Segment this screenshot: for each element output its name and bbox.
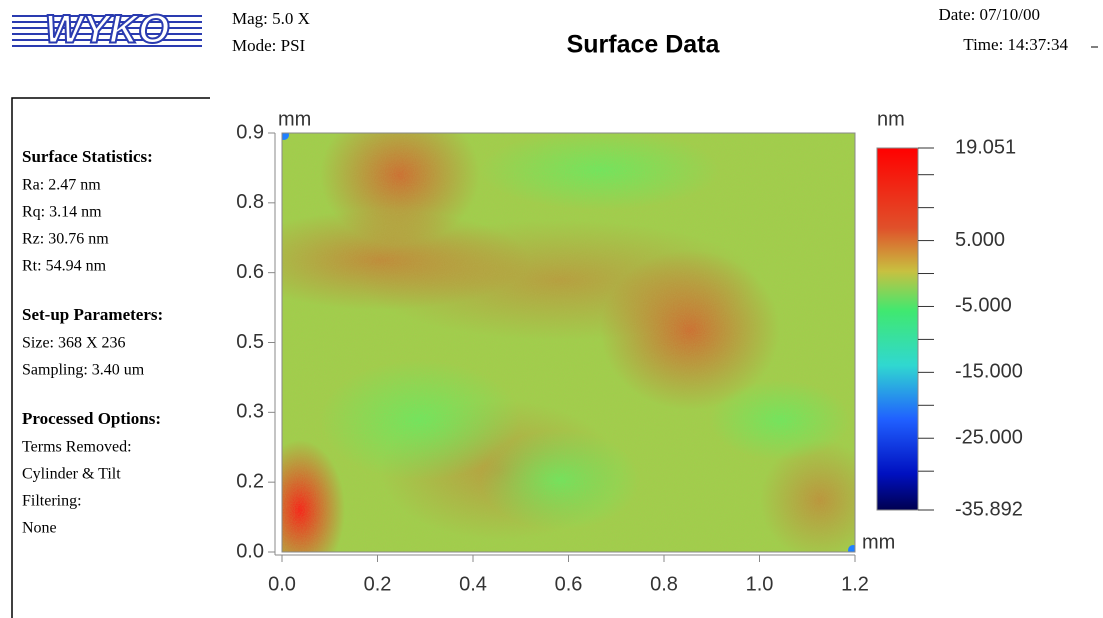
stat-line: Rt: 54.94 nm bbox=[22, 258, 107, 275]
y-tick-label: 0.5 bbox=[236, 331, 264, 353]
y-tick-label: 0.6 bbox=[236, 261, 264, 283]
y-tick-label: 0.2 bbox=[236, 470, 264, 492]
stat-line: Cylinder & Tilt bbox=[22, 466, 121, 483]
stat-line: Rz: 30.76 nm bbox=[22, 231, 109, 248]
y-tick-label: 0.0 bbox=[236, 540, 264, 562]
section-heading: Surface Statistics: bbox=[22, 147, 153, 166]
colorbar-tick-label: -5.000 bbox=[955, 295, 1012, 317]
colorbar-tick-label: -35.892 bbox=[955, 498, 1023, 520]
colorbar-tick-label: -25.000 bbox=[955, 427, 1023, 449]
plot-frame bbox=[281, 132, 856, 553]
title: Surface Data bbox=[567, 31, 721, 59]
stat-line: Ra: 2.47 nm bbox=[22, 177, 101, 194]
mode: Mode: PSI bbox=[232, 36, 306, 55]
stat-line: None bbox=[22, 520, 57, 537]
time: Time: 14:37:34 bbox=[963, 35, 1068, 54]
mag: Mag: 5.0 X bbox=[232, 9, 310, 28]
date: Date: 07/10/00 bbox=[938, 5, 1040, 24]
y-tick-label: 0.9 bbox=[236, 121, 264, 143]
colorbar-unit: nm bbox=[877, 108, 905, 130]
colorbar-tick-label: -15.000 bbox=[955, 361, 1023, 383]
x-tick-label: 0.0 bbox=[268, 573, 296, 595]
logo-text: WYKO bbox=[45, 8, 169, 52]
section-heading: Set-up Parameters: bbox=[22, 305, 163, 324]
x-tick-label: 1.2 bbox=[841, 573, 869, 595]
sidebar-frame bbox=[11, 97, 210, 618]
stat-line: Rq: 3.14 nm bbox=[22, 204, 102, 221]
logo: WYKO bbox=[12, 7, 202, 53]
stat-line: Size: 368 X 236 bbox=[22, 335, 126, 352]
x-tick-label: 0.4 bbox=[459, 573, 487, 595]
x-tick-label: 0.6 bbox=[555, 573, 583, 595]
x-tick-label: 1.0 bbox=[746, 573, 774, 595]
stat-line: Sampling: 3.40 um bbox=[22, 362, 145, 379]
x-unit: mm bbox=[862, 531, 895, 553]
x-tick-label: 0.2 bbox=[364, 573, 392, 595]
heatmap bbox=[282, 133, 855, 552]
y-tick-label: 0.8 bbox=[236, 191, 264, 213]
colorbar bbox=[876, 147, 919, 511]
colorbar-tick-label: 19.051 bbox=[955, 136, 1016, 158]
stat-line: Filtering: bbox=[22, 493, 82, 510]
y-unit: mm bbox=[278, 108, 311, 130]
y-tick-label: 0.3 bbox=[236, 401, 264, 423]
colorbar-tick-label: 5.000 bbox=[955, 229, 1005, 251]
x-tick-label: 0.8 bbox=[650, 573, 678, 595]
sidebar: Surface Statistics: Ra: 2.47 nm Rq: 3.14 n… bbox=[22, 147, 163, 537]
section-heading: Processed Options: bbox=[22, 409, 161, 428]
stat-line: Terms Removed: bbox=[22, 439, 132, 456]
